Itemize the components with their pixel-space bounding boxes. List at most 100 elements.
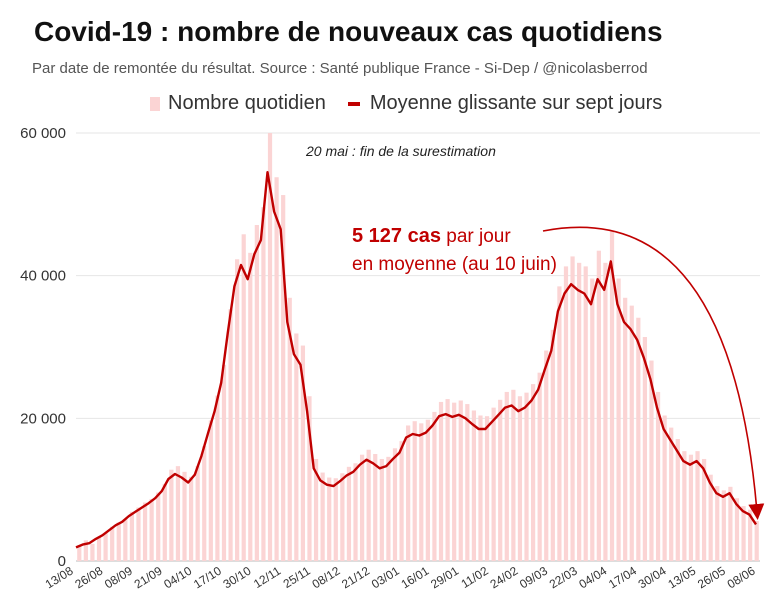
daily-bar [649,360,654,561]
page-subtitle: Par date de remontée du résultat. Source… [32,60,648,77]
daily-bar [77,546,82,561]
daily-bar [675,439,680,561]
daily-bar [708,474,713,561]
legend: Nombre quotidien Moyenne glissante sur s… [150,92,662,115]
daily-bar [215,395,220,561]
daily-bar [511,389,516,561]
daily-bar [261,207,266,561]
daily-bar [688,454,694,561]
highlight-annotation-line1: 5 127 cas par jour [352,225,511,247]
daily-bar [669,427,674,561]
daily-bar [741,506,746,561]
daily-bar [156,492,161,561]
daily-bar [517,396,523,561]
daily-bar [636,317,641,561]
y-tick-label: 40 000 [20,268,66,285]
daily-bar [524,392,529,561]
note-annotation: 20 mai : fin de la surestimation [305,143,496,159]
daily-bar [221,364,227,561]
daily-bar [701,458,707,561]
x-tick-label: 16/01 [399,563,432,591]
highlight-annotation-line2: en moyenne (au 10 juin) [352,254,557,275]
highlight-bold: 5 127 cas [352,225,441,247]
x-tick-label: 17/04 [606,563,639,591]
daily-bar [373,454,378,561]
daily-bar [748,509,753,561]
daily-bar [267,133,273,561]
daily-bar [577,262,582,561]
daily-bar [287,297,292,561]
legend-bars-label: Nombre quotidien [168,92,326,114]
x-tick-label: 25/11 [281,563,313,590]
daily-bar [235,259,240,561]
daily-bar [504,391,509,561]
daily-bar [175,466,181,561]
daily-bar [406,425,411,561]
daily-bar [734,498,740,561]
daily-bar [498,399,503,561]
x-tick-label: 24/02 [488,563,521,591]
daily-bar [596,250,601,561]
daily-bar [208,420,213,561]
daily-bar [655,391,661,561]
daily-bar [603,262,608,561]
legend-bar-swatch [150,96,160,111]
daily-bar [629,305,634,561]
daily-bar [721,490,726,561]
daily-bar [149,498,154,561]
x-tick-label: 26/05 [695,563,728,591]
daily-bar [136,507,141,561]
daily-bar [458,400,463,561]
x-tick-label: 04/04 [576,563,609,591]
daily-bar [320,472,325,561]
daily-bar [123,518,128,561]
daily-bar [419,423,424,561]
daily-bar [491,407,496,561]
daily-bar [228,309,233,561]
x-tick-label: 17/10 [191,563,224,591]
daily-bar [254,225,259,561]
daily-bar [83,540,88,561]
daily-bar [241,234,246,562]
daily-bar [90,543,95,561]
daily-bar [616,278,621,561]
daily-bar [530,384,536,561]
daily-bar [544,350,549,561]
daily-bar [182,471,187,561]
daily-bar [425,419,430,561]
y-tick-label: 20 000 [20,410,66,427]
daily-bar [110,526,115,561]
x-tick-label: 12/11 [251,563,283,590]
x-tick-label: 29/01 [428,563,461,591]
daily-bar [103,533,108,561]
daily-bar [695,451,700,561]
daily-bar [379,458,384,561]
x-tick-label: 13/05 [665,563,698,591]
daily-bar [550,329,555,561]
daily-bar [438,401,444,561]
daily-bar [563,266,569,561]
daily-bar [294,333,299,561]
daily-bar [333,478,338,561]
daily-bar [478,415,483,561]
daily-bar [281,195,286,561]
x-tick-label: 08/09 [102,563,135,591]
daily-bars [77,133,759,562]
x-tick-label: 11/02 [459,563,491,590]
daily-bar [274,177,279,562]
x-tick-label: 30/10 [221,563,254,591]
daily-bar [169,469,174,561]
x-axis-ticks: 13/0826/0808/0921/0904/1017/1030/1012/11… [43,563,758,591]
daily-bar [557,286,562,561]
daily-bar [162,483,167,561]
highlight-rest: par jour [441,226,511,247]
y-tick-label: 0 [58,553,66,570]
daily-bar [452,402,457,561]
daily-bar [300,345,306,561]
daily-bar [623,297,628,561]
x-tick-label: 08/12 [310,563,343,591]
daily-bar [188,476,194,561]
daily-bar [359,454,365,561]
daily-bar [537,372,542,561]
